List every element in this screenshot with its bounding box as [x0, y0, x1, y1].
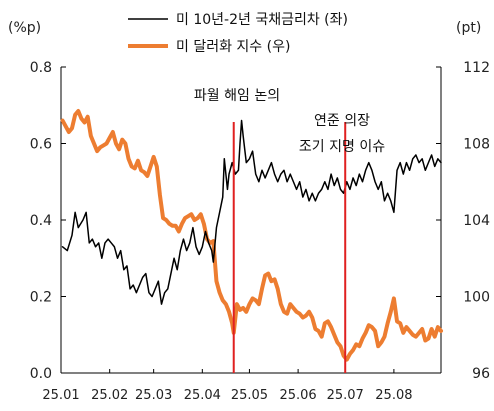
- x-tick-label: 25.06: [279, 388, 316, 403]
- annotation-label: 연준 의장: [314, 113, 370, 129]
- left-tick-label: 0.2: [30, 290, 52, 306]
- right-tick-label: 112: [463, 60, 490, 76]
- x-tick-label: 25.05: [231, 388, 268, 403]
- x-tick-label: 25.07: [327, 388, 364, 403]
- left-tick-label: 0.4: [30, 213, 52, 229]
- left-tick-label: 0.6: [30, 137, 52, 153]
- yield-spread-line: [61, 119, 442, 305]
- legend-label-dollar: 미 달러화 지수 (우): [176, 39, 290, 55]
- left-tick-label: 0.0: [30, 366, 52, 382]
- x-tick-label: 25.08: [375, 388, 412, 403]
- series-layer: [60, 108, 443, 362]
- dollar-index-line: [60, 108, 443, 362]
- right-tick-label: 104: [463, 213, 490, 229]
- annotation-label: 조기 지명 이슈: [299, 139, 385, 155]
- left-axis-unit: (%p): [8, 20, 41, 36]
- x-tick-label: 25.04: [184, 388, 221, 403]
- left-tick-label: 0.8: [30, 60, 52, 76]
- legend: 미 10년-2년 국채금리차 (좌) 미 달러화 지수 (우): [128, 12, 348, 55]
- x-tick-label: 25.03: [135, 388, 172, 403]
- right-tick-label: 100: [463, 290, 490, 306]
- annotation-label: 파월 해임 논의: [194, 88, 280, 104]
- legend-label-spread: 미 10년-2년 국채금리차 (좌): [176, 12, 348, 28]
- left-tick-labels: 0.0 0.2 0.4 0.6 0.8: [30, 60, 66, 382]
- x-tick-label: 25.01: [42, 388, 79, 403]
- x-tick-labels: 25.01 25.02 25.03 25.04 25.05 25.06 25.07 25.08: [42, 369, 413, 403]
- right-axis-unit: (pt): [456, 20, 481, 36]
- right-tick-label: 108: [463, 137, 490, 153]
- right-tick-label: 96: [472, 366, 490, 382]
- x-tick-label: 25.02: [91, 388, 128, 403]
- right-tick-labels: 96 100 104 108 112: [436, 60, 490, 382]
